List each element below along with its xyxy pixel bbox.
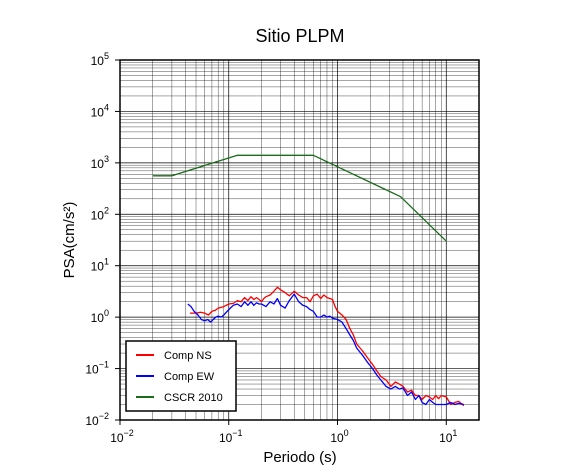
- legend-label: CSCR 2010: [164, 392, 223, 404]
- series-layer: [152, 154, 465, 407]
- x-axis-ticks: 10−2 10−1 100 101: [110, 420, 457, 445]
- y-axis-title: PSA(cm/s²): [61, 202, 78, 279]
- y-tick-label: 100: [91, 308, 109, 325]
- y-tick-label: 10−1: [85, 360, 109, 377]
- legend-label: Comp EW: [164, 371, 215, 383]
- y-tick-label: 10−2: [85, 411, 109, 428]
- grid: [119, 59, 480, 421]
- y-tick-label: 105: [91, 51, 109, 68]
- y-tick-label: 104: [91, 102, 109, 119]
- chart-title: Sitio PLPM: [255, 26, 344, 46]
- y-axis-ticks: 10−2 10−1 100 101 102 103 104 105: [85, 51, 120, 428]
- series-line: [187, 293, 464, 406]
- x-tick-label: 100: [330, 428, 348, 445]
- legend: Comp NS Comp EW CSCR 2010: [125, 340, 237, 412]
- series-line: [152, 154, 447, 242]
- y-tick-label: 101: [91, 257, 109, 274]
- x-axis-title: Periodo (s): [263, 449, 336, 466]
- x-tick-label: 10−2: [110, 428, 134, 445]
- x-tick-label: 101: [439, 428, 457, 445]
- legend-label: Comp NS: [164, 350, 212, 362]
- y-tick-label: 103: [91, 154, 109, 171]
- y-tick-label: 102: [91, 205, 109, 222]
- x-tick-label: 10−1: [219, 428, 243, 445]
- plot-frame: [119, 59, 480, 421]
